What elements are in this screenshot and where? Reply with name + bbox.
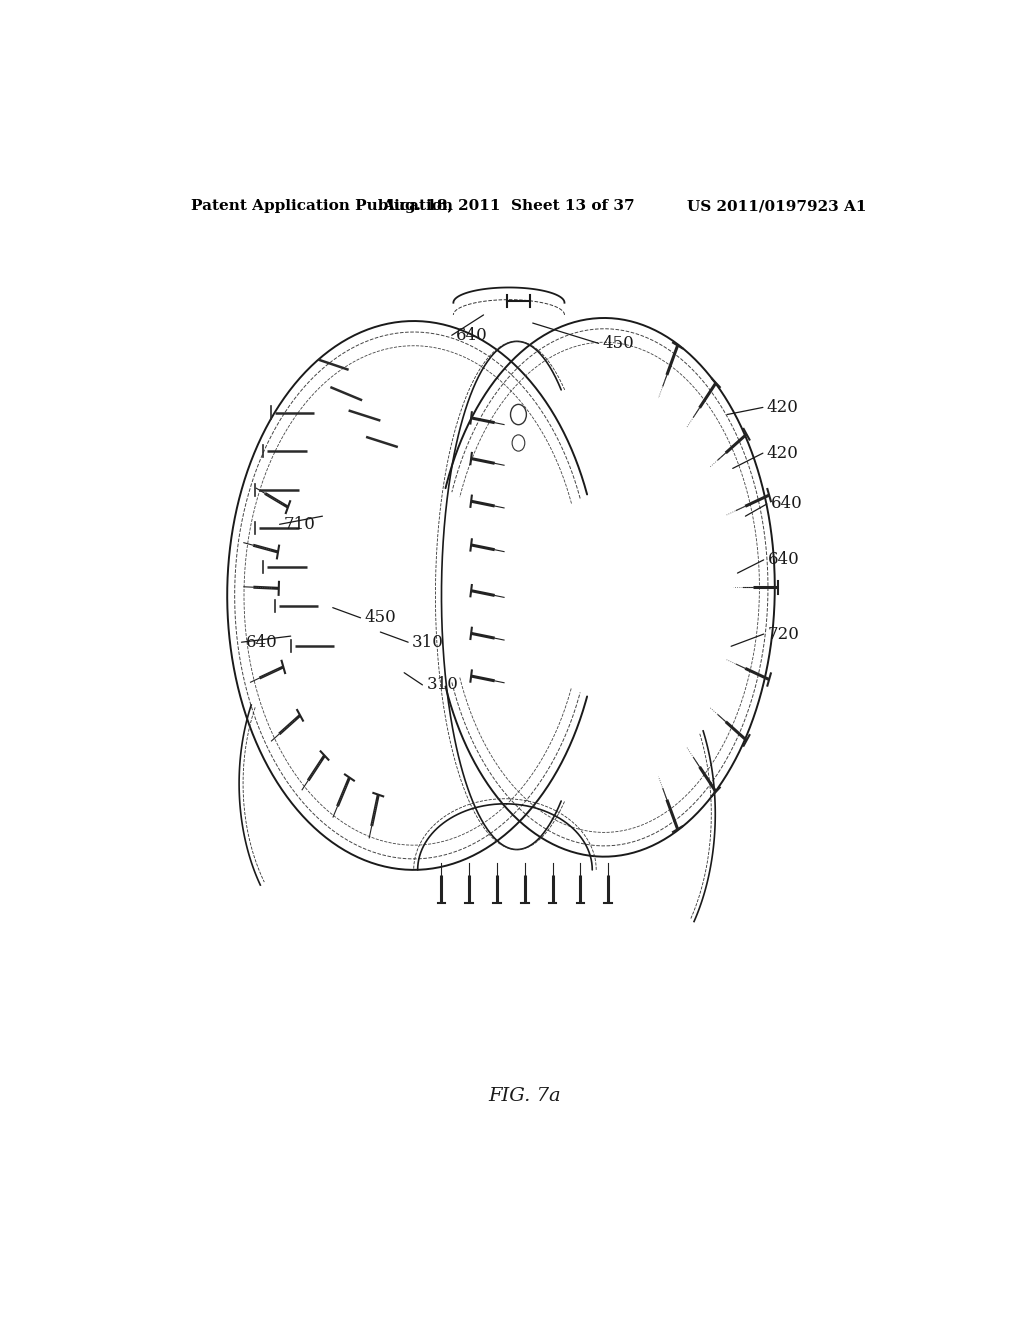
Text: 450: 450 [365, 610, 396, 626]
Text: Aug. 18, 2011  Sheet 13 of 37: Aug. 18, 2011 Sheet 13 of 37 [383, 199, 635, 213]
Text: 450: 450 [602, 335, 634, 352]
Text: 420: 420 [767, 399, 799, 416]
Text: 710: 710 [284, 516, 315, 533]
Text: FIG. 7a: FIG. 7a [488, 1086, 561, 1105]
Text: Patent Application Publication: Patent Application Publication [191, 199, 454, 213]
Text: 640: 640 [456, 327, 487, 343]
Text: 310: 310 [426, 676, 459, 693]
Text: US 2011/0197923 A1: US 2011/0197923 A1 [686, 199, 866, 213]
Text: 310: 310 [412, 634, 444, 651]
Text: 720: 720 [768, 626, 800, 643]
Text: 640: 640 [771, 495, 803, 512]
Text: 640: 640 [768, 552, 800, 569]
Text: 640: 640 [246, 634, 278, 651]
Text: 420: 420 [767, 445, 799, 462]
